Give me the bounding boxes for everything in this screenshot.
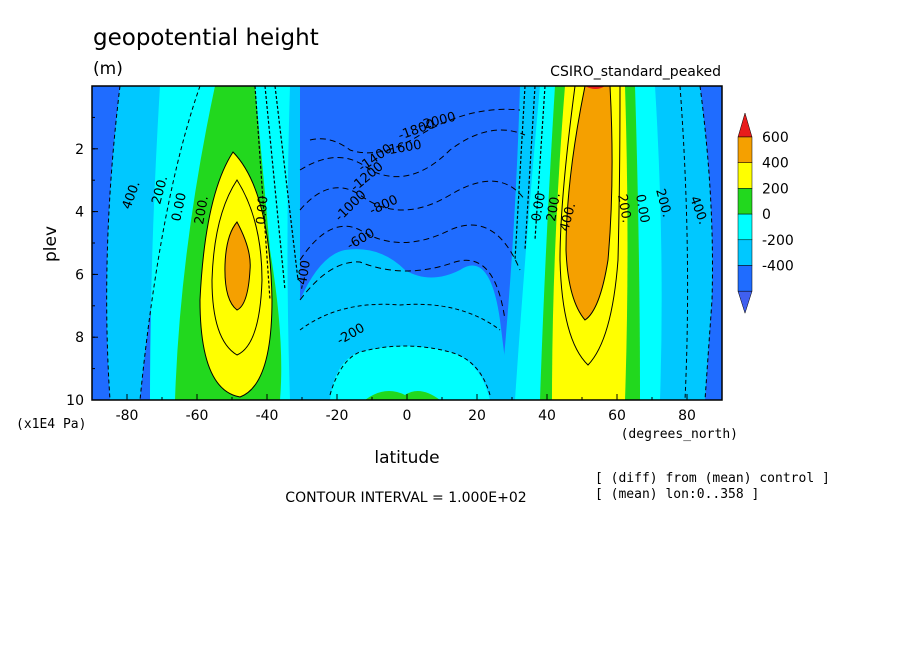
field-band-orange-left — [224, 222, 251, 310]
x-axis-label: latitude — [374, 448, 439, 468]
contour-label: -1600 — [383, 138, 423, 159]
contour-field: 400. 200. 0.00 200. 0.00 -2000 -1800 -16… — [92, 86, 722, 400]
contour-line — [199, 151, 273, 398]
contour-line — [565, 86, 613, 321]
contour-line — [264, 86, 286, 291]
contour-label: 200. — [614, 193, 634, 224]
y-axis-units: (x1E4 Pa) — [16, 417, 86, 432]
contour-interval: CONTOUR INTERVAL = 1.000E+02 — [285, 490, 526, 506]
y-tick-label: 2 — [75, 142, 84, 158]
y-tick-label: 10 — [66, 393, 84, 409]
contour-label: 0.00 — [529, 192, 549, 223]
contour-line — [514, 86, 526, 261]
colorbar-segment — [737, 239, 753, 266]
colorbar: 600 400 200 0 -200 -400 — [737, 112, 794, 315]
contour-line — [679, 86, 689, 400]
x-tick-label: 80 — [678, 408, 696, 424]
field-band-green-lower — [365, 391, 440, 400]
dataset-label: CSIRO_standard_peaked — [550, 64, 721, 80]
chart-units: (m) — [93, 59, 123, 79]
colorbar-bottom-arrow — [737, 290, 753, 315]
contour-line — [559, 86, 621, 366]
colorbar-segment — [737, 265, 753, 292]
colorbar-label: 0 — [762, 207, 771, 223]
contour-label: 400. — [557, 201, 579, 233]
contour-label: -400 — [294, 259, 314, 291]
colorbar-label: 400 — [762, 156, 789, 172]
colorbar-segment — [737, 188, 753, 215]
x-tick-label: -80 — [116, 408, 139, 424]
contour-line — [299, 180, 526, 211]
x-tick-label: 40 — [538, 408, 556, 424]
colorbar-top-arrow — [737, 112, 753, 138]
contour-label: 200. — [652, 187, 674, 219]
colorbar-label: -400 — [762, 259, 794, 275]
colorbar-segment — [737, 136, 753, 163]
contour-line — [699, 86, 713, 400]
contour-line — [309, 108, 521, 154]
contour-label: 200. — [544, 192, 564, 223]
y-axis-label: plev — [41, 226, 61, 262]
x-tick-label: -40 — [256, 408, 279, 424]
contour-line — [299, 224, 521, 271]
contour-label: 200. — [192, 195, 212, 226]
chart-title: geopotential height — [93, 25, 319, 51]
colorbar-label: 200 — [762, 181, 789, 197]
note-mean: [ (mean) lon:0..358 ] — [595, 487, 759, 502]
contour-label: 0.00 — [254, 195, 271, 225]
x-tick-label: 60 — [608, 408, 626, 424]
x-tick-label: -20 — [326, 408, 349, 424]
x-axis-ticks: -80 -60 -40 -20 0 20 40 60 80 — [91, 394, 723, 424]
contour-line — [534, 86, 546, 241]
field-band-orange-right — [566, 86, 613, 320]
y-axis-ticks: 2 4 6 8 10 — [66, 116, 98, 409]
contour-line — [224, 221, 251, 311]
note-diff: [ (diff) from (mean) control ] — [595, 471, 830, 486]
y-tick-label: 6 — [75, 267, 84, 283]
field-band-lightcyan-lower — [330, 346, 490, 400]
contour-line — [299, 259, 506, 321]
contour-label: 200. — [149, 174, 171, 206]
contour-label: 0.00 — [169, 191, 190, 222]
contour-line — [139, 86, 201, 400]
contour-label: 0.00 — [632, 193, 652, 224]
contour-line — [254, 86, 271, 301]
x-tick-label: 20 — [468, 408, 486, 424]
y-tick-label: 4 — [75, 205, 84, 221]
contour-line — [524, 86, 536, 251]
y-tick-label: 8 — [75, 330, 84, 346]
contour-line — [274, 86, 299, 281]
contour-value-labels: 400. 200. 0.00 200. 0.00 -2000 -1800 -16… — [120, 110, 711, 349]
colorbar-label: 600 — [762, 130, 789, 146]
x-axis-units: (degrees_north) — [621, 427, 738, 442]
contour-line — [299, 129, 526, 178]
x-tick-label: 0 — [403, 408, 412, 424]
contour-lines — [106, 86, 713, 400]
colorbar-segment — [737, 213, 753, 241]
contour-line — [299, 303, 501, 331]
contour-line — [211, 179, 263, 356]
colorbar-segment — [737, 162, 753, 189]
contour-line — [106, 86, 121, 400]
x-tick-label: -60 — [186, 408, 209, 424]
colorbar-label: -200 — [762, 233, 794, 249]
